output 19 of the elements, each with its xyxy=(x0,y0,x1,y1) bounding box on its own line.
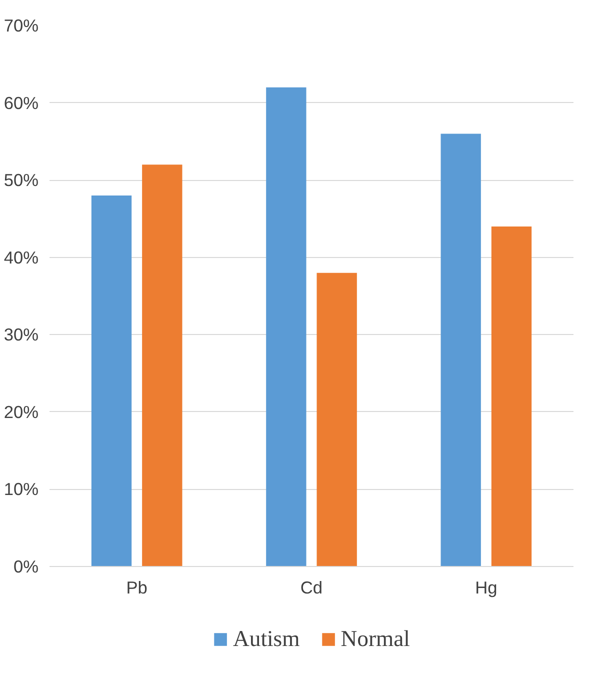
y-tick-label: 60% xyxy=(4,92,39,113)
x-tick-label: Pb xyxy=(126,578,148,598)
y-tick-label: 10% xyxy=(4,479,39,500)
x-tick-label: Hg xyxy=(475,578,498,598)
y-tick-label: 20% xyxy=(4,402,39,422)
bar xyxy=(142,164,182,566)
y-tick-label: 30% xyxy=(4,324,39,345)
legend-label: Normal xyxy=(340,626,410,652)
y-tick-label: 40% xyxy=(4,247,39,268)
bar xyxy=(491,226,532,566)
legend-label: Autism xyxy=(233,626,300,652)
bar xyxy=(91,196,132,566)
bar xyxy=(316,272,357,566)
y-tick-label: 0% xyxy=(13,556,38,576)
bar xyxy=(266,87,306,566)
x-tick-label: Cd xyxy=(300,578,323,598)
y-tick-label: 50% xyxy=(4,170,39,190)
bar xyxy=(440,134,481,566)
y-tick-label: 70% xyxy=(4,16,39,36)
